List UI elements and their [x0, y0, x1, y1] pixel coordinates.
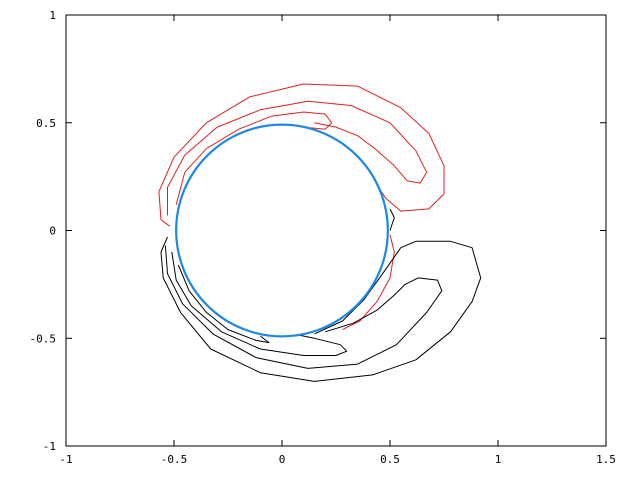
y-tick-label: 0.5	[36, 117, 56, 130]
contour-line-5	[160, 236, 482, 382]
y-tick-label: 0	[49, 225, 56, 238]
contour-line-7	[171, 251, 348, 356]
x-tick-label: -1	[59, 453, 72, 466]
contour-curves	[158, 83, 482, 382]
contour-line-3	[175, 111, 333, 205]
obstacle-circle	[175, 123, 389, 338]
plot-frame	[65, 14, 607, 447]
contour-line-2	[167, 100, 428, 216]
x-tick-label: -0.5	[161, 453, 188, 466]
y-tick-label: -0.5	[30, 332, 57, 345]
contour-line-6	[164, 245, 443, 369]
x-tick-label: 0.5	[380, 453, 400, 466]
tick-labels: -1 -0.5 0 0.5 1 1.5 -1 -0.5 0 0.5 1	[30, 9, 616, 466]
contour-line-4	[342, 234, 395, 331]
x-tick-label: 1	[495, 453, 502, 466]
contour-line-8	[177, 264, 270, 344]
x-tick-label: 1.5	[596, 453, 616, 466]
x-tick-label: 0	[279, 453, 286, 466]
contour-line-9	[389, 208, 395, 231]
y-tick-label: 1	[49, 9, 56, 22]
y-tick-label: -1	[43, 440, 56, 453]
